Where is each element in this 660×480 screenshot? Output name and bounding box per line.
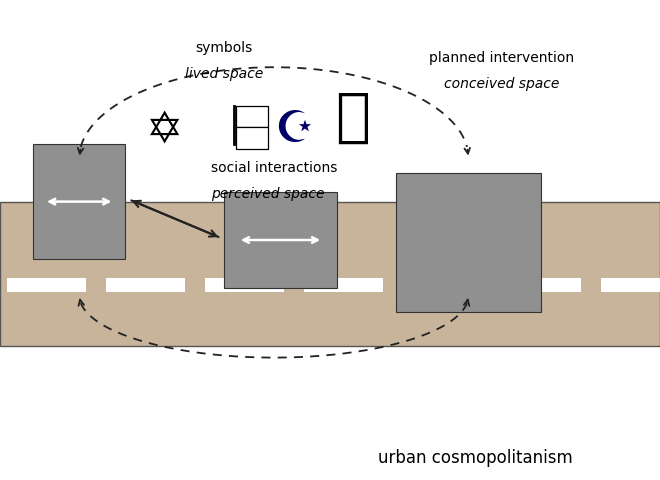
Bar (396, 173, 541, 312)
Text: ☪: ☪ (274, 108, 314, 151)
Text: conceived space: conceived space (444, 77, 559, 91)
Bar (502, 278, 581, 292)
Bar (0, 202, 660, 346)
Bar (33, 144, 125, 259)
Bar (205, 278, 284, 292)
Bar (7, 278, 86, 292)
Text: symbols: symbols (196, 41, 253, 55)
Bar (403, 278, 482, 292)
Text: lived space: lived space (185, 67, 263, 82)
Text: planned intervention: planned intervention (429, 50, 574, 65)
Text: ✡: ✡ (147, 108, 183, 151)
Text: 👍: 👍 (335, 89, 371, 146)
Bar (236, 127, 268, 149)
Bar (601, 278, 660, 292)
Bar (224, 192, 337, 288)
Bar (106, 278, 185, 292)
Bar (236, 106, 268, 127)
Bar (304, 278, 383, 292)
Text: perceived space: perceived space (211, 187, 325, 202)
Text: urban cosmopolitanism: urban cosmopolitanism (378, 449, 573, 468)
Text: social interactions: social interactions (211, 161, 337, 175)
